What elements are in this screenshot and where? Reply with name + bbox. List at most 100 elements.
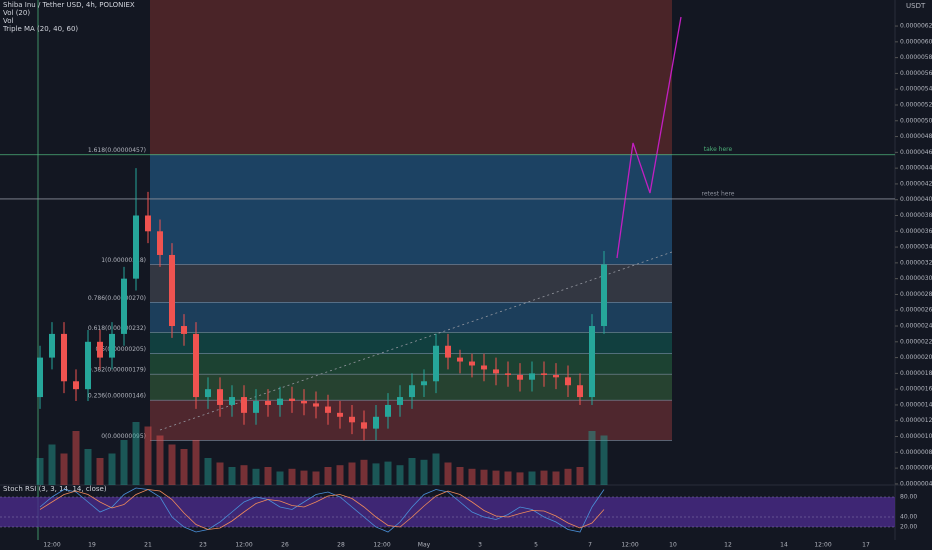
volume-bar [48, 444, 56, 485]
candle-body [37, 357, 43, 398]
volume-bar [360, 459, 368, 485]
volume-bar [36, 458, 44, 485]
candle-body [109, 333, 115, 358]
candle-body [217, 389, 223, 405]
volume-bar [372, 463, 380, 485]
candle-body [133, 215, 139, 279]
volume-bar [144, 426, 152, 485]
volume-bar [228, 467, 236, 485]
title: Shiba Inu / Tether USD, 4h, POLONIEX [3, 1, 135, 9]
candle-body [421, 381, 427, 386]
candle-body [385, 404, 391, 417]
currency: USDT [906, 2, 926, 10]
volume-bar [288, 468, 296, 485]
volume-bar [564, 468, 572, 485]
x-tick-label: 12:00 [43, 542, 60, 549]
fib-label: 0(0.00000095) [101, 433, 146, 440]
volume-bar [540, 470, 548, 485]
volume-bar [408, 458, 416, 485]
fib-label: 0.382(0.00000179) [88, 367, 146, 374]
stoch-k [39, 487, 605, 533]
candle-body [373, 416, 379, 429]
x-tick-label: 23 [199, 542, 207, 549]
candle-body [349, 416, 355, 423]
candle-body [589, 326, 595, 398]
candle-body [145, 215, 151, 232]
candle-body [157, 231, 163, 255]
stoch-tick-label: 80.00 [900, 494, 917, 501]
candle-body [169, 254, 175, 327]
volume-bar [396, 465, 404, 485]
volume-bar [132, 422, 140, 485]
x-tick-label: 12 [724, 542, 732, 549]
candle-body [337, 412, 343, 417]
candle-body [493, 369, 499, 374]
drawings: 1.618(0.00000457) 1(0.00000318) 0.786(0.00… [88, 0, 672, 441]
fib-band [150, 264, 672, 303]
candle-body [241, 397, 247, 413]
volume-bar [516, 472, 524, 485]
x-tick-label: 12:00 [814, 542, 831, 549]
volume-bar [84, 449, 92, 485]
x-tick-label: 21 [144, 542, 152, 549]
candle-body [577, 385, 583, 398]
fib-band [150, 353, 672, 375]
candle-body [553, 374, 559, 378]
x-tick-label: May [418, 542, 431, 549]
volume-bar [348, 462, 356, 485]
volume-bar [312, 471, 320, 485]
candle-body [469, 361, 475, 366]
candle-body [193, 333, 199, 398]
candle-body [229, 397, 235, 405]
indicator: Triple MA (20, 40, 60) [2, 25, 78, 33]
candle-body [277, 398, 283, 405]
candle-body [409, 385, 415, 398]
stoch-d [39, 489, 605, 530]
x-tick-label: 3 [478, 542, 482, 549]
fib-band [150, 302, 672, 333]
volume-bar [300, 470, 308, 485]
candle-body [85, 341, 91, 390]
fib-label: 0.5(0.00000205) [96, 346, 147, 353]
volume-bar [72, 431, 80, 485]
x-tick-label: 12:00 [235, 542, 252, 549]
volume-bar [420, 459, 428, 485]
volume-bar [60, 453, 68, 485]
volume-bar [600, 435, 608, 485]
volume-bar [528, 471, 536, 485]
stoch-tick-label: 40.00 [900, 514, 917, 521]
volume-bar [168, 444, 176, 485]
x-tick-label: 12:00 [621, 542, 638, 549]
y-tick-label: 0.00000620 [900, 23, 932, 30]
x-tick-label: 17 [862, 542, 870, 549]
stoch-band [0, 497, 895, 527]
fib-label: 1(0.00000318) [101, 257, 146, 264]
x-tick-label: 10 [669, 542, 677, 549]
x-tick-label: 14 [780, 542, 788, 549]
volume-bar [468, 468, 476, 485]
candle-body [265, 401, 271, 405]
candle-body [565, 377, 571, 386]
candle-body [457, 357, 463, 362]
volume-bar [264, 467, 272, 485]
fib-band [150, 400, 672, 441]
projection [616, 16, 682, 259]
x-tick-label: 12:00 [373, 542, 390, 549]
